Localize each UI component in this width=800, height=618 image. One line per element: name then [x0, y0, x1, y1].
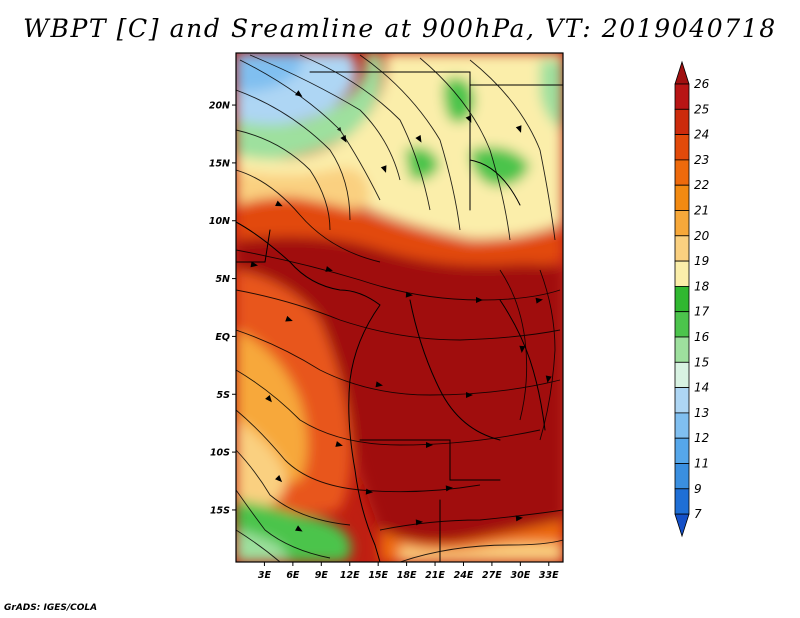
plot-frame [235, 52, 564, 563]
streamline-arrow-14 [335, 441, 343, 447]
colorbar-swatch-14 [674, 437, 690, 464]
colorbar-label-2: 24 [694, 128, 709, 142]
streamline-arrow-7 [325, 266, 333, 272]
colorbar-bottom-triangle [674, 513, 690, 538]
colorbar-label-13: 13 [694, 406, 709, 420]
colorbar-swatch-3 [674, 159, 690, 186]
x-tick-label-3: 12E [340, 570, 360, 581]
y-tick-label-5: 5S [217, 390, 231, 401]
colorbar-swatch-13 [674, 412, 690, 439]
colorbar-swatch-9 [674, 311, 690, 338]
streamline-arrow-15 [426, 442, 433, 448]
streamline-arrow-11 [375, 381, 383, 388]
colorbar-label-7: 19 [694, 254, 709, 268]
colorbar-label-10: 16 [694, 330, 710, 344]
colorbar-label-12: 14 [694, 381, 709, 395]
streamline-arrow-2 [380, 165, 387, 173]
chart-title: WBPT [C] and Sreamline at 900hPa, VT: 20… [23, 14, 777, 43]
streamlines [236, 54, 563, 562]
streamline-arrow-13 [265, 395, 272, 403]
colorbar-swatch-0 [674, 83, 690, 110]
colorbar-label-5: 21 [694, 204, 709, 218]
streamline-arrow-16 [275, 475, 283, 483]
x-tick-label-5: 18E [397, 570, 417, 581]
wbpt-field-map [236, 53, 563, 562]
colorbar-label-8: 18 [694, 279, 710, 293]
colorbar-label-14: 12 [694, 431, 709, 445]
x-axis: 3E 6E 9E 12E 15E 18E 21E 24E 27E 30E 33E [258, 562, 559, 581]
y-tick-label-4: EQ [215, 332, 230, 343]
colorbar-swatch-1 [674, 108, 690, 136]
streamline-arrow-8 [405, 291, 413, 298]
streamline-arrow-21 [515, 515, 523, 522]
colorbar: 26 25 24 23 22 21 20 19 18 17 16 15 14 13 12 11 9 7 [674, 60, 710, 538]
y-tick-label-1: 15N [209, 158, 230, 169]
x-tick-label-8: 27E [482, 570, 502, 581]
streamline-arrow-4 [465, 115, 472, 123]
colorbar-label-0: 26 [694, 77, 710, 91]
colorbar-label-4: 22 [694, 178, 709, 192]
colorbar-label-16: 9 [694, 482, 702, 496]
colorbar-swatch-2 [674, 134, 690, 161]
streamline-arrow-24 [250, 261, 258, 268]
colorbar-swatch-16 [674, 488, 690, 515]
x-tick-label-10: 33E [539, 570, 559, 581]
streamline-arrow-1 [340, 135, 347, 143]
colorbar-label-11: 15 [694, 355, 709, 369]
streamline-arrow-23 [545, 375, 552, 383]
colorbar-swatch-10 [674, 336, 690, 363]
x-tick-label-6: 21E [425, 570, 445, 581]
y-tick-label-7: 15S [210, 505, 230, 516]
x-tick-label-7: 24E [454, 570, 474, 581]
streamline-arrow-9 [476, 297, 483, 303]
colorbar-swatch-15 [674, 463, 690, 490]
colorbar-label-17: 7 [694, 507, 702, 521]
streamline-arrow-19 [295, 525, 303, 532]
colorbar-swatch-5 [674, 210, 690, 237]
streamline-arrow-3 [415, 135, 422, 143]
x-tick-label-4: 15E [368, 570, 388, 581]
streamline-arrow-0 [295, 90, 303, 97]
colorbar-label-1: 25 [694, 102, 709, 116]
streamline-arrow-20 [415, 519, 423, 526]
streamline-arrow-6 [275, 200, 283, 207]
streamline-arrow-25 [535, 297, 543, 304]
x-tick-label-2: 9E [315, 570, 329, 581]
y-tick-label-2: 10N [209, 216, 230, 227]
streamline-arrow-18 [445, 485, 453, 492]
colorbar-swatch-4 [674, 184, 690, 211]
streamline-arrow-5 [515, 125, 522, 133]
colorbar-swatch-12 [674, 387, 690, 414]
x-tick-label-1: 6E [286, 570, 300, 581]
x-tick-label-0: 3E [258, 570, 272, 581]
colorbar-label-6: 20 [694, 229, 710, 243]
y-tick-label-3: 5N [215, 274, 230, 285]
x-tick-label-9: 30E [510, 570, 530, 581]
colorbar-top-triangle [674, 60, 690, 85]
streamline-arrow-12 [466, 392, 473, 398]
colorbar-label-3: 23 [694, 153, 709, 167]
streamline-arrow-10 [285, 315, 293, 322]
colorbar-label-15: 11 [694, 457, 709, 471]
colorbar-label-9: 17 [694, 305, 710, 319]
colorbar-swatch-7 [674, 260, 690, 287]
colorbar-swatch-11 [674, 361, 690, 388]
colorbar-swatch-8 [674, 285, 690, 313]
streamline-arrow-22 [519, 345, 526, 353]
y-tick-label-6: 10S [210, 448, 230, 459]
grads-credit: GrADS: IGES/COLA [4, 603, 98, 613]
streamline-arrows [250, 90, 552, 532]
colorbar-swatch-6 [674, 235, 690, 262]
streamline-arrow-17 [365, 488, 373, 495]
y-axis: 20N 15N 10N 5N EQ 5S 10S 15S [209, 101, 236, 516]
y-tick-label-0: 20N [209, 101, 230, 112]
